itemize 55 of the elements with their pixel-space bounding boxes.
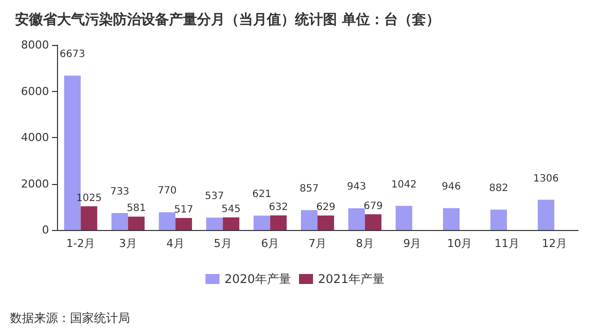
- x-tick-label: 5月: [214, 237, 232, 250]
- data-label: 770: [158, 186, 177, 197]
- x-tick-label: 6月: [261, 237, 280, 250]
- y-tick-label: 4000: [21, 131, 49, 144]
- data-label: 946: [442, 182, 461, 193]
- bar: [175, 218, 192, 230]
- data-label: 581: [126, 203, 146, 214]
- bar: [396, 206, 412, 230]
- bar: [318, 215, 334, 230]
- bar: [364, 214, 382, 230]
- x-tick-label: 4月: [166, 237, 184, 250]
- bar: [128, 216, 145, 230]
- bar: [270, 215, 287, 230]
- bar: [348, 208, 365, 230]
- x-tick-label: 1-2月: [66, 237, 96, 250]
- data-label: 621: [252, 189, 272, 200]
- data-label: 882: [489, 183, 508, 194]
- x-tick-label: 3月: [119, 237, 138, 250]
- data-label: 537: [204, 191, 224, 202]
- data-label: 629: [316, 202, 336, 213]
- bar: [206, 218, 223, 230]
- bar: [490, 210, 507, 230]
- bar: [158, 212, 176, 230]
- bar: [300, 210, 318, 230]
- bar: [254, 216, 270, 230]
- data-label: 517: [174, 204, 194, 216]
- legend-label: 2021年产量: [318, 272, 385, 286]
- bar: [443, 208, 460, 230]
- bar: [80, 206, 98, 230]
- x-tick-label: 11月: [494, 237, 520, 250]
- x-tick-label: 9月: [403, 237, 422, 250]
- y-tick-label: 8000: [21, 38, 49, 52]
- data-label: 733: [110, 186, 130, 198]
- legend-label: 2020年产量: [224, 272, 292, 286]
- y-tick-label: 6000: [21, 84, 49, 98]
- data-label: 1025: [76, 192, 102, 204]
- data-label: 545: [222, 204, 241, 215]
- data-label: 679: [364, 200, 383, 212]
- data-label: 632: [268, 202, 288, 213]
- bar: [538, 200, 554, 230]
- data-label: 943: [347, 182, 366, 193]
- chart-title: 安徽省大气污染防治设备产量分月（当月值）统计图 单位：台（套）: [15, 11, 440, 28]
- x-tick-label: 12月: [542, 237, 567, 250]
- data-label: 857: [300, 184, 319, 195]
- y-tick-label: 0: [42, 224, 49, 236]
- data-label: 1306: [533, 173, 559, 184]
- data-label: 6673: [60, 49, 86, 60]
- x-tick-label: 8月: [356, 237, 374, 250]
- data-label: 1042: [391, 179, 417, 190]
- x-tick-label: 7月: [308, 237, 326, 250]
- bar: [222, 217, 240, 230]
- y-tick-label: 2000: [21, 177, 49, 190]
- source-note: 数据来源：国家统计局: [10, 311, 130, 325]
- bar: [111, 213, 128, 230]
- x-tick-label: 10月: [447, 237, 472, 250]
